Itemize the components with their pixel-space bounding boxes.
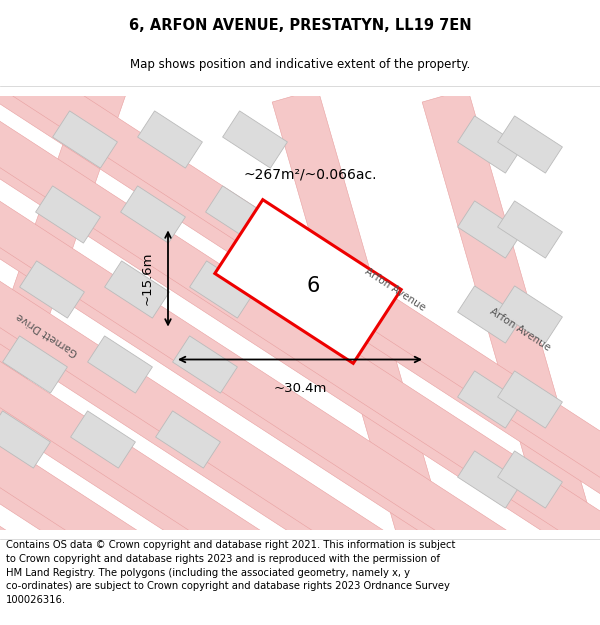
Polygon shape [0, 409, 600, 625]
Polygon shape [0, 23, 600, 526]
Bar [497, 451, 562, 508]
Text: Map shows position and indicative extent of the property.: Map shows position and indicative extent… [130, 58, 470, 71]
Bar [137, 111, 202, 168]
Polygon shape [0, 169, 600, 625]
Bar [173, 336, 238, 393]
Bar [497, 201, 562, 258]
Bar [497, 116, 562, 173]
Bar [121, 186, 185, 243]
Polygon shape [0, 494, 600, 625]
Bar [497, 286, 562, 343]
Polygon shape [0, 38, 140, 457]
Bar [155, 411, 220, 468]
Bar [458, 116, 523, 173]
Text: ~267m²/~0.066ac.: ~267m²/~0.066ac. [243, 168, 377, 181]
Text: Arfon Avenue: Arfon Avenue [363, 266, 427, 312]
Polygon shape [422, 89, 593, 536]
Text: 6: 6 [307, 276, 320, 296]
Text: Arfon Avenue: Arfon Avenue [488, 306, 552, 352]
Text: Garnett Drive: Garnett Drive [16, 311, 80, 358]
Bar [458, 371, 523, 428]
Bar [71, 411, 136, 468]
Bar [223, 111, 287, 168]
Text: 6, ARFON AVENUE, PRESTATYN, LL19 7EN: 6, ARFON AVENUE, PRESTATYN, LL19 7EN [128, 18, 472, 33]
Text: Contains OS data © Crown copyright and database right 2021. This information is : Contains OS data © Crown copyright and d… [6, 541, 455, 605]
Polygon shape [0, 263, 600, 625]
Bar [0, 411, 50, 468]
Polygon shape [0, 178, 600, 625]
Bar [190, 261, 254, 318]
Bar [458, 201, 523, 258]
Bar [53, 111, 118, 168]
Bar [2, 336, 67, 393]
Bar [458, 451, 523, 508]
Bar [215, 199, 401, 363]
Polygon shape [0, 98, 600, 601]
Text: ~15.6m: ~15.6m [141, 252, 154, 305]
Bar [88, 336, 152, 393]
Bar [458, 286, 523, 343]
Polygon shape [272, 89, 443, 536]
Bar [206, 186, 271, 243]
Polygon shape [0, 329, 600, 625]
Polygon shape [0, 423, 600, 625]
Bar [20, 261, 85, 318]
Bar [104, 261, 169, 318]
Text: ~30.4m: ~30.4m [274, 381, 326, 394]
Polygon shape [0, 9, 600, 509]
Bar [497, 371, 562, 428]
Polygon shape [0, 249, 600, 625]
Bar [35, 186, 100, 243]
Polygon shape [0, 343, 600, 625]
Polygon shape [0, 503, 600, 625]
Polygon shape [0, 89, 600, 589]
